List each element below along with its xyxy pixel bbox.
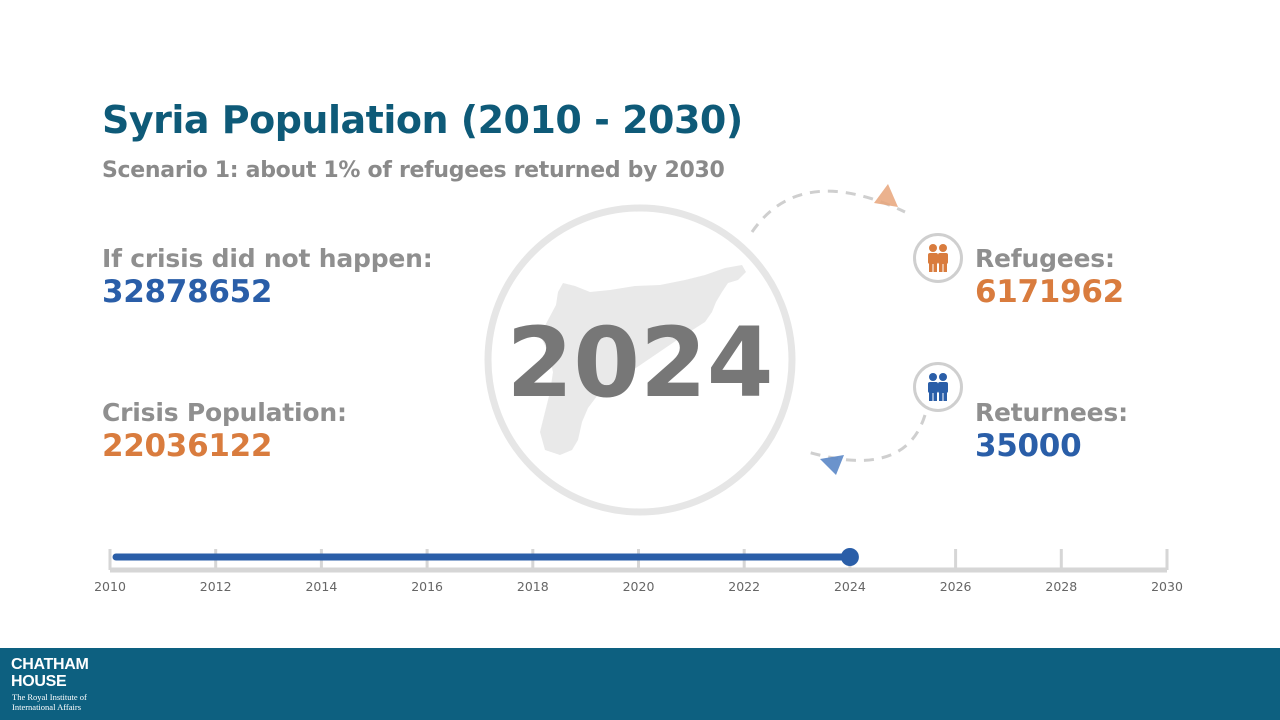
timeline-tick-label: 2012 (200, 579, 232, 594)
year-ring (484, 204, 796, 516)
page-title: Syria Population (2010 - 2030) (102, 98, 743, 142)
footer-bar: CHATHAM HOUSE The Royal Institute of Int… (0, 648, 1280, 720)
refugees-label: Refugees: (975, 244, 1115, 273)
chatham-house-logo: CHATHAM HOUSE (11, 656, 89, 690)
returnees-label: Returnees: (975, 398, 1128, 427)
refugees-people-icon (913, 233, 963, 283)
timeline-tick-label: 2026 (940, 579, 972, 594)
logo-line-house: HOUSE (11, 673, 67, 690)
no-crisis-value: 32878652 (102, 274, 273, 310)
year-timeline[interactable]: 2010 2012 2014 2016 2018 2020 2022 2024 2026 2028… (95, 540, 1195, 600)
refugees-value: 6171962 (975, 274, 1124, 310)
year-graphic: 2024 (484, 184, 927, 516)
timeline-tick-label: 2030 (1151, 579, 1183, 594)
timeline-tick-label: 2024 (834, 579, 866, 594)
timeline-handle[interactable] (840, 548, 859, 566)
timeline-tick-label: 2022 (728, 579, 760, 594)
timeline-tick-label: 2018 (517, 579, 549, 594)
returnee-flow-arc (807, 414, 927, 462)
logo-line-chatham: CHATHAM (11, 656, 89, 673)
logo-tagline: The Royal Institute of International Aff… (12, 692, 87, 712)
returnees-people-icon (913, 362, 963, 412)
crisis-population-label: Crisis Population: (102, 398, 347, 427)
syria-map-silhouette (540, 265, 746, 455)
timeline-tick-label: 2028 (1045, 579, 1077, 594)
crisis-population-value: 22036122 (102, 428, 273, 464)
timeline-tick-label: 2010 (95, 579, 126, 594)
refugee-arrow-icon (874, 184, 898, 207)
current-year: 2024 (506, 307, 773, 419)
logo-tagline-line1: The Royal Institute of (12, 692, 87, 702)
returnees-value: 35000 (975, 428, 1082, 464)
no-crisis-label: If crisis did not happen: (102, 244, 433, 273)
timeline-tick-label: 2016 (411, 579, 443, 594)
returnee-arrow-icon (820, 455, 844, 475)
timeline-tick-label: 2014 (305, 579, 337, 594)
page-subtitle: Scenario 1: about 1% of refugees returne… (102, 158, 725, 183)
logo-tagline-line2: International Affairs (12, 701, 82, 712)
timeline-tick-label: 2020 (623, 579, 655, 594)
